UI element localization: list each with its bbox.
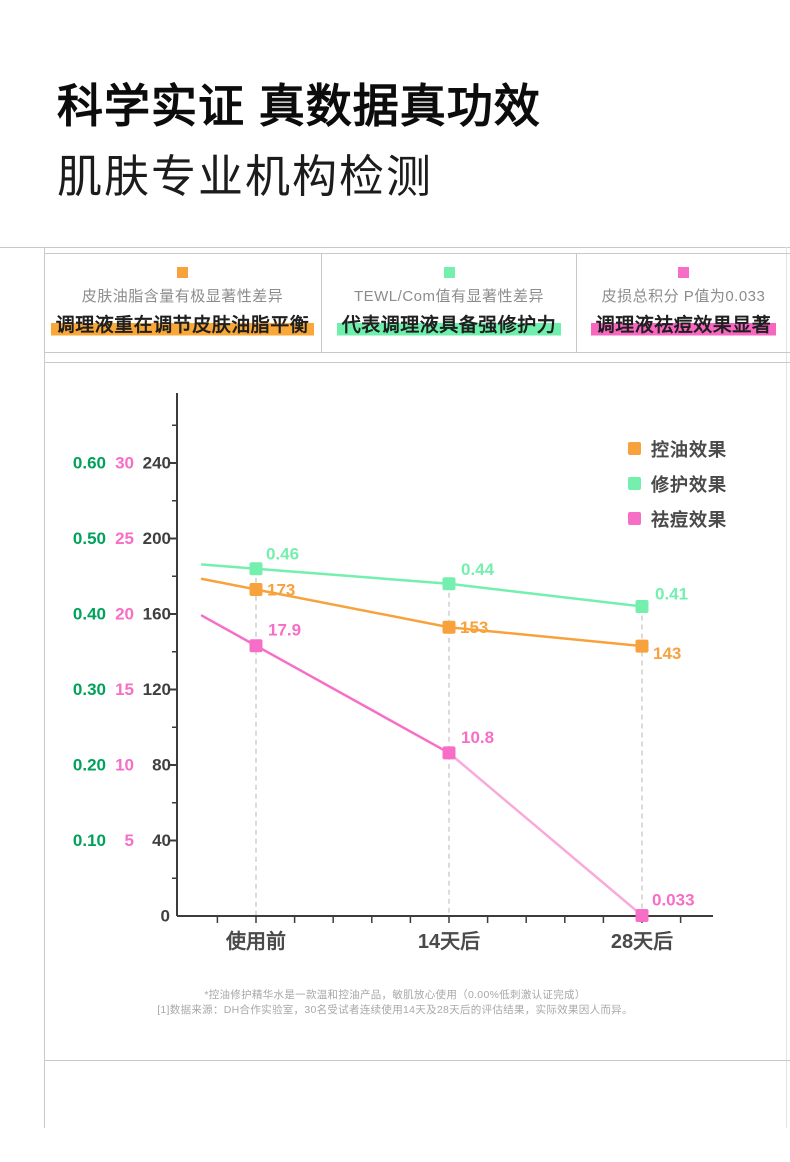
legend-label: 控油效果 [651, 439, 727, 460]
y-tick-label: 25 [115, 529, 134, 548]
x-category-label: 使用前 [225, 929, 286, 953]
footnote-line: [1]数据来源：DH合作实验室，30名受试者连续使用14天及28天后的评估结果，… [157, 1004, 633, 1016]
data-point-marker [442, 746, 456, 760]
annotation-note: TEWL/Com值有显著性差异 [353, 288, 544, 305]
orange-square-icon [177, 267, 188, 278]
data-point-label: 17.9 [268, 621, 301, 640]
annotation-note: 皮损总积分 P值为0.033 [601, 288, 766, 305]
annotation-row: 皮肤油脂含量有极显著性差异 调理液重在调节皮肤油脂平衡 TEWL/Com值有显著… [44, 253, 790, 353]
data-point-marker [635, 909, 649, 923]
data-point-label: 0.41 [655, 584, 688, 603]
y-tick-label: 0.10 [73, 831, 106, 850]
annotation-note: 皮肤油脂含量有极显著性差异 [81, 288, 284, 305]
pink-square-icon [678, 267, 689, 278]
data-point-label: 10.8 [461, 728, 494, 747]
chart-card: 0.10 5 40 0.20 10 80 0.30 15 120 0.40 20 160 0.50 25 2… [44, 362, 790, 1060]
legend-item-oil-control: 控油效果 [628, 431, 727, 466]
page-title: 科学实证 真数据真功效 [57, 80, 541, 132]
legend-label: 祛痘效果 [651, 509, 727, 530]
series-line [200, 614, 451, 755]
data-point-marker [249, 639, 263, 653]
y-tick-label: 200 [143, 529, 171, 548]
origin-label: 0 [161, 907, 170, 926]
annotation-highlight: 调理液重在调节皮肤油脂平衡 [50, 310, 315, 337]
y-tick-label: 20 [115, 605, 134, 624]
annotation-oil: 皮肤油脂含量有极显著性差异 调理液重在调节皮肤油脂平衡 [44, 254, 322, 352]
x-category-label: 14天后 [418, 930, 480, 953]
data-point-label: 0.033 [652, 891, 695, 910]
legend-item-repair: 修护效果 [628, 466, 727, 501]
data-point-label: 0.46 [266, 545, 299, 564]
data-point-label: 173 [267, 580, 295, 599]
data-point-marker [442, 577, 456, 591]
data-point-marker [442, 620, 456, 634]
bottom-divider [44, 1060, 790, 1061]
y-tick-label: 0.20 [73, 756, 106, 775]
annotation-repair: TEWL/Com值有显著性差异 代表调理液具备强修护力 [322, 254, 577, 352]
top-divider [0, 247, 790, 248]
effects-line-chart: 0.10 5 40 0.20 10 80 0.30 15 120 0.40 20 160 0.50 25 2… [73, 393, 713, 953]
data-point-marker [249, 582, 263, 596]
right-frame-line [786, 247, 787, 1128]
annotation-highlight: 代表调理液具备强修护力 [336, 310, 562, 337]
data-point-marker [635, 599, 649, 613]
data-point-marker [635, 639, 649, 653]
chart-legend: 控油效果 修护效果 祛痘效果 [628, 431, 727, 536]
page-subtitle: 肌肤专业机构检测 [57, 151, 434, 202]
series-line [200, 563, 644, 608]
y-tick-label: 0.40 [73, 605, 106, 624]
left-frame-line [44, 247, 45, 1128]
y-tick-label: 240 [143, 454, 171, 473]
y-tick-label: 120 [143, 680, 171, 699]
data-point-label: 143 [653, 644, 681, 663]
annotation-highlight: 调理液祛痘效果显著 [590, 310, 777, 337]
legend-label: 修护效果 [651, 474, 727, 495]
y-tick-label: 160 [143, 605, 171, 624]
y-tick-label: 0.50 [73, 529, 106, 548]
data-point-label: 0.44 [461, 560, 495, 579]
y-tick-label: 15 [115, 680, 134, 699]
y-tick-label: 0.30 [73, 680, 106, 699]
series-line [447, 751, 644, 917]
y-tick-label: 30 [115, 454, 134, 473]
footnote-line: *控油修护精华水是一款温和控油产品，敏肌放心使用（0.00%低刺激认证完成） [204, 989, 586, 1001]
legend-swatch-pink [628, 512, 641, 525]
footnotes: *控油修护精华水是一款温和控油产品，敏肌放心使用（0.00%低刺激认证完成） [… [0, 988, 790, 1018]
y-tick-label: 40 [152, 831, 171, 850]
data-point-label: 153 [460, 618, 488, 637]
legend-swatch-orange [628, 442, 641, 455]
y-tick-label: 80 [152, 756, 171, 775]
y-tick-label: 5 [125, 831, 134, 850]
legend-swatch-green [628, 477, 641, 490]
y-tick-label: 10 [115, 756, 134, 775]
legend-item-anti-acne: 祛痘效果 [628, 501, 727, 536]
y-tick-label: 0.60 [73, 454, 106, 473]
series-line [200, 577, 644, 648]
x-category-label: 28天后 [611, 930, 673, 953]
annotation-acne: 皮损总积分 P值为0.033 调理液祛痘效果显著 [577, 254, 790, 352]
data-point-marker [249, 562, 263, 576]
green-square-icon [443, 267, 455, 278]
